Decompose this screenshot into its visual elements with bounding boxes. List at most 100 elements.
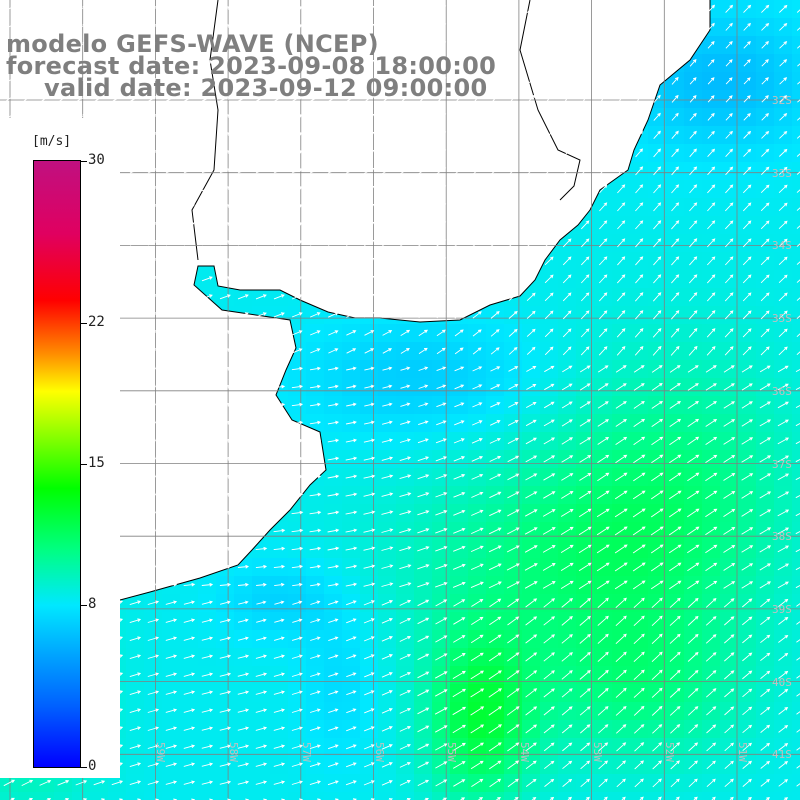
wind-arrow [382, 95, 393, 102]
wind-arrow [255, 132, 267, 138]
wind-arrow [183, 42, 195, 48]
wind-speed-cell [594, 792, 613, 800]
wind-arrow [562, 40, 572, 50]
wind-arrow [201, 114, 213, 120]
wind-arrow [707, 95, 715, 103]
wind-arrow [40, 95, 51, 103]
wind-speed-cell [792, 306, 800, 325]
wind-arrow [201, 42, 213, 48]
wind-arrow [273, 96, 285, 102]
wind-speed-cell [216, 792, 235, 800]
wind-arrow [291, 132, 303, 138]
wind-arrow [797, 117, 800, 121]
wind-arrow [346, 6, 357, 12]
wind-arrow [635, 94, 643, 103]
wind-arrow [40, 41, 51, 49]
wind-arrow [490, 41, 500, 49]
wind-speed-cell [792, 558, 800, 577]
wind-arrow [508, 112, 518, 121]
wind-arrow [779, 41, 788, 49]
wind-arrow [472, 95, 482, 103]
wind-arrow [761, 113, 769, 121]
wind-speed-cell [792, 612, 800, 631]
wind-arrow [689, 40, 697, 49]
wind-arrow [671, 58, 679, 67]
wind-arrow [779, 113, 788, 121]
wind-arrow [291, 60, 303, 66]
wind-speed-cell [468, 792, 487, 800]
wind-arrow [291, 96, 303, 102]
wind-arrow [93, 96, 105, 102]
wind-arrow [111, 42, 123, 48]
wind-speed-cell [792, 396, 800, 415]
wind-speed-cell [234, 792, 253, 800]
wind-arrow [761, 95, 769, 103]
wind-arrow [382, 5, 393, 12]
wind-speed-cell [792, 504, 800, 523]
wind-arrow [165, 78, 177, 84]
wind-arrow [219, 132, 231, 138]
wind-speed-cell [342, 792, 361, 800]
wind-speed-cell [792, 342, 800, 361]
wind-arrow [255, 60, 267, 66]
wind-arrow [147, 42, 159, 48]
longitude-label: 55W [445, 742, 459, 762]
wind-arrow [490, 131, 500, 139]
wind-arrow [581, 22, 590, 32]
wind-arrow [707, 112, 715, 121]
wind-arrow [201, 6, 213, 12]
country-border [519, 0, 581, 201]
wind-arrow [255, 96, 267, 102]
wind-arrow [129, 114, 141, 120]
wind-arrow [472, 23, 482, 31]
wind-arrow [129, 24, 141, 30]
wind-arrow [201, 96, 213, 102]
wind-arrow [201, 78, 213, 84]
wind-arrow [418, 41, 429, 49]
wind-arrow [129, 132, 141, 138]
wind-arrow [707, 22, 715, 31]
latitude-label: 33S [772, 166, 792, 180]
wind-arrow [382, 41, 393, 48]
wind-arrow [725, 113, 733, 121]
wind-speed-cell [792, 432, 800, 451]
wind-arrow [129, 60, 141, 66]
coastline [29, 0, 711, 613]
wind-arrow [707, 41, 715, 49]
wind-arrow [147, 24, 159, 30]
wind-arrow [93, 24, 105, 30]
wind-arrow [526, 22, 536, 32]
wind-arrow [309, 42, 321, 48]
wind-arrow [418, 59, 429, 67]
colorbar-tick [81, 322, 87, 324]
wind-arrow [526, 94, 536, 104]
wind-arrow [4, 95, 15, 103]
wind-speed-cell [270, 792, 289, 800]
wind-arrow [363, 78, 375, 84]
wind-arrow [291, 42, 303, 48]
wind-arrow [237, 60, 249, 66]
wind-arrow [400, 95, 411, 103]
wind-arrow [725, 95, 733, 103]
wind-arrow [165, 114, 177, 120]
wind-arrow [743, 59, 751, 67]
wind-arrow [346, 60, 357, 66]
wind-speed-cell [540, 792, 559, 800]
wind-speed-cell [306, 792, 325, 800]
latitude-label: 40S [772, 675, 792, 689]
wind-arrow [689, 95, 697, 103]
wind-speed-cell [792, 540, 800, 559]
wind-arrow [761, 4, 770, 13]
wind-arrow [779, 77, 788, 85]
wind-arrow [472, 41, 482, 49]
wind-arrow [472, 113, 482, 121]
land-mass [0, 0, 710, 622]
wind-arrow [544, 112, 554, 122]
wind-arrow [490, 23, 500, 31]
wind-arrow [327, 132, 339, 138]
wind-arrow [508, 94, 518, 103]
wind-arrow [490, 113, 500, 121]
wind-arrow [671, 112, 679, 121]
wind-arrow [599, 94, 608, 104]
wind-arrow [129, 42, 141, 48]
